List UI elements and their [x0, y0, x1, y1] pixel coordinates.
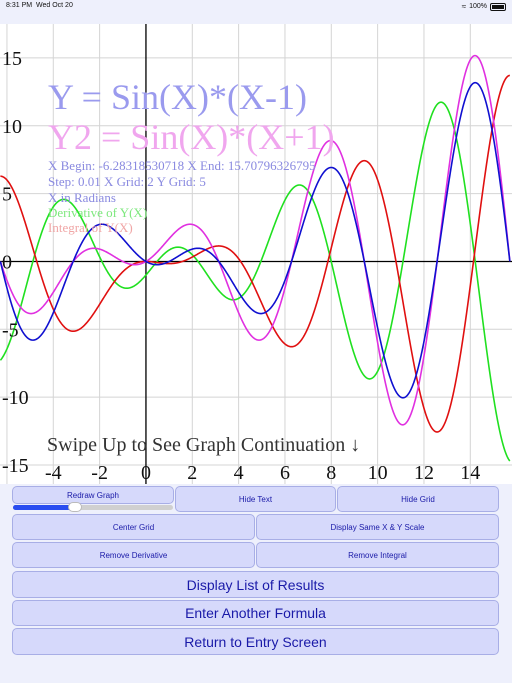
redraw-slider[interactable] — [13, 502, 173, 512]
x-tick-label: 6 — [280, 462, 290, 484]
enter-formula-button[interactable]: Enter Another Formula — [12, 600, 499, 626]
y-tick-label: 15 — [2, 48, 22, 70]
series-derivative — [0, 101, 511, 462]
x-tick-label: 0 — [141, 462, 151, 484]
y-tick-label: -10 — [2, 387, 29, 409]
redraw-graph-button[interactable]: Redraw Graph — [12, 486, 174, 504]
remove-derivative-label: Remove Derivative — [99, 550, 168, 560]
x-tick-label: 8 — [326, 462, 336, 484]
series-y — [0, 81, 511, 399]
battery-percent: 100% — [469, 3, 487, 10]
x-tick-label: -4 — [45, 462, 62, 484]
battery-icon — [490, 2, 506, 11]
display-list-button[interactable]: Display List of Results — [12, 571, 499, 598]
x-tick-label: 10 — [368, 462, 388, 484]
wifi-icon: ≈ — [461, 2, 467, 11]
integral-label: Integral of Y(X) — [48, 220, 133, 235]
x-tick-label: -2 — [91, 462, 108, 484]
hide-grid-label: Hide Grid — [401, 494, 435, 504]
status-bar: 8:31 PM Wed Oct 20 ≈ 100% — [0, 0, 512, 14]
range-info: X Begin: -6.28318530718 X End: 15.707963… — [48, 158, 316, 173]
y-tick-label: 10 — [2, 116, 22, 138]
remove-integral-button[interactable]: Remove Integral — [256, 542, 499, 568]
redraw-graph-label: Redraw Graph — [66, 490, 120, 500]
display-list-label: Display List of Results — [186, 576, 325, 593]
display-same-scale-label: Display Same X & Y Scale — [330, 522, 425, 532]
status-time: 8:31 PM — [6, 2, 33, 9]
derivative-label: Derivative of Y(X) — [48, 205, 148, 220]
x-tick-label: 14 — [460, 462, 480, 484]
hide-grid-button[interactable]: Hide Grid — [337, 486, 499, 512]
step-info: Step: 0.01 X Grid: 2 Y Grid: 5 — [48, 174, 206, 189]
status-date: Wed Oct 20 — [36, 2, 73, 9]
x-tick-label: 12 — [414, 462, 434, 484]
y-tick-label: -15 — [2, 455, 29, 477]
return-entry-button[interactable]: Return to Entry Screen — [12, 628, 499, 655]
swipe-hint: Swipe Up to See Graph Continuation ↓ — [47, 434, 361, 456]
enter-formula-label: Enter Another Formula — [185, 605, 326, 621]
hide-text-button[interactable]: Hide Text — [175, 486, 336, 512]
display-same-scale-button[interactable]: Display Same X & Y Scale — [256, 514, 499, 540]
y-tick-label: -5 — [2, 319, 19, 341]
center-grid-label: Center Grid — [112, 522, 155, 532]
graph-area[interactable]: -4 -2 0 2 4 6 8 10 12 14 15 10 5 0 -5 -10 -15 Y = Sin(X)… — [0, 24, 512, 484]
remove-derivative-button[interactable]: Remove Derivative — [12, 542, 255, 568]
graph-plot: -4 -2 0 2 4 6 8 10 12 14 15 10 5 0 -5 -10 -15 — [0, 24, 512, 484]
x-tick-label: 4 — [234, 462, 244, 484]
slider-knob[interactable] — [68, 502, 83, 512]
return-entry-label: Return to Entry Screen — [184, 633, 327, 650]
series-integral — [0, 74, 510, 433]
hide-text-label: Hide Text — [238, 494, 273, 504]
units-info: X in Radians — [48, 190, 116, 205]
formula-y: Y = Sin(X)*(X-1) — [48, 77, 307, 117]
y-tick-label: 5 — [2, 184, 12, 206]
formula-y2: Y2 = Sin(X)*(X+1) — [48, 117, 335, 157]
x-tick-label: 2 — [187, 462, 197, 484]
y-tick-label: 0 — [2, 251, 12, 273]
slider-fill — [13, 505, 76, 510]
center-grid-button[interactable]: Center Grid — [12, 514, 255, 540]
series-y2 — [0, 54, 511, 426]
status-right: ≈ 100% — [462, 2, 506, 11]
remove-integral-label: Remove Integral — [348, 550, 407, 560]
